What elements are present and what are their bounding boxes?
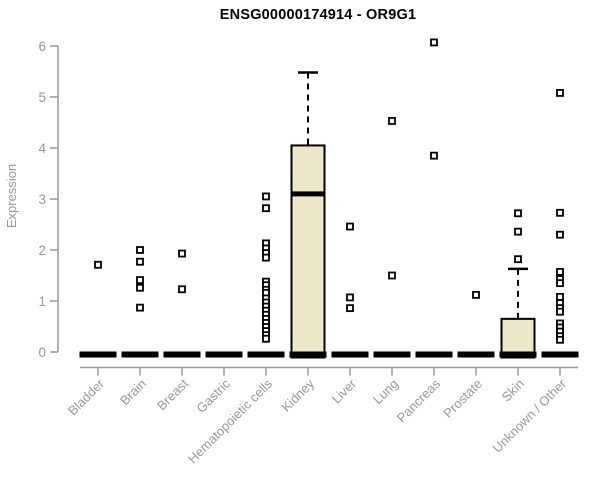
zero-median-bar-brain: [121, 351, 159, 358]
zero-median-bar-bladder: [79, 351, 117, 358]
y-tick-label: 0: [38, 345, 46, 360]
zero-median-bar-liver: [331, 351, 369, 358]
x-tick-label-gastric: Gastric: [193, 376, 233, 416]
zero-median-bar-pancreas: [415, 351, 453, 358]
y-tick-label: 4: [38, 141, 46, 156]
outlier-point-hematopoietic-cells: [262, 253, 270, 262]
x-tick-label-prostate: Prostate: [440, 376, 485, 421]
outlier-point-liver: [346, 222, 354, 231]
outlier-point-brain: [136, 246, 144, 254]
outlier-point-lung: [388, 117, 396, 125]
outlier-point-skin: [514, 255, 522, 264]
outlier-point-unknown-other: [556, 279, 564, 288]
outlier-point-unknown-other: [556, 230, 564, 239]
outlier-point-brain: [136, 276, 144, 284]
outlier-point-unknown-other: [556, 335, 564, 344]
outlier-point-breast: [178, 285, 186, 294]
outlier-point-prostate: [472, 290, 480, 299]
x-tick-label-breast: Breast: [154, 376, 191, 413]
outlier-point-pancreas: [430, 151, 438, 160]
y-tick-label: 5: [38, 90, 46, 105]
outlier-point-hematopoietic-cells: [262, 334, 270, 343]
outlier-point-brain: [136, 303, 144, 312]
zero-median-bar-breast: [163, 351, 201, 358]
x-tick-label-liver: Liver: [329, 376, 360, 407]
x-tick-label-pancreas: Pancreas: [394, 376, 444, 426]
chart-title: ENSG00000174914 - OR9G1: [219, 7, 417, 23]
y-tick-label: 2: [38, 243, 46, 258]
outlier-point-breast: [178, 249, 186, 258]
outlier-point-brain: [136, 283, 144, 292]
outlier-point-unknown-other: [556, 89, 564, 97]
outlier-point-hematopoietic-cells: [262, 192, 270, 201]
x-tick-label-kidney: Kidney: [278, 376, 317, 415]
zero-median-bar-unknown-other: [541, 351, 579, 358]
outlier-point-skin: [514, 209, 522, 218]
outlier-point-unknown-other: [556, 208, 564, 217]
outlier-point-hematopoietic-cells: [262, 204, 270, 213]
zero-median-bar-prostate: [457, 351, 495, 358]
box-skin: [500, 317, 536, 359]
x-tick-label-lung: Lung: [370, 376, 401, 407]
y-tick-label: 3: [38, 192, 46, 207]
outlier-point-unknown-other: [556, 307, 564, 316]
outlier-point-liver: [346, 293, 354, 302]
outlier-point-pancreas: [430, 38, 438, 47]
outlier-point-unknown-other: [556, 293, 564, 301]
outlier-point-liver: [346, 304, 354, 313]
zero-median-bar-lung: [373, 351, 411, 358]
x-tick-label-skin: Skin: [499, 376, 527, 404]
outlier-point-brain: [136, 257, 144, 266]
zero-median-bar-kidney: [289, 351, 327, 358]
zero-median-bar-gastric: [205, 351, 243, 358]
x-tick-label-unknown-other: Unknown / Other: [490, 376, 570, 456]
x-tick-label-bladder: Bladder: [65, 376, 108, 419]
y-tick-label: 1: [38, 294, 46, 309]
x-tick-label-brain: Brain: [117, 376, 149, 408]
outlier-point-bladder: [94, 260, 102, 269]
zero-median-bar-hematopoietic-cells: [247, 351, 285, 358]
y-tick-label: 6: [38, 39, 46, 54]
outlier-point-skin: [514, 227, 522, 236]
median-line-kidney: [291, 191, 325, 197]
zero-median-bar-skin: [499, 351, 537, 358]
outlier-point-lung: [388, 271, 396, 280]
box-kidney: [290, 144, 326, 359]
outlier-point-unknown-other: [556, 268, 564, 276]
